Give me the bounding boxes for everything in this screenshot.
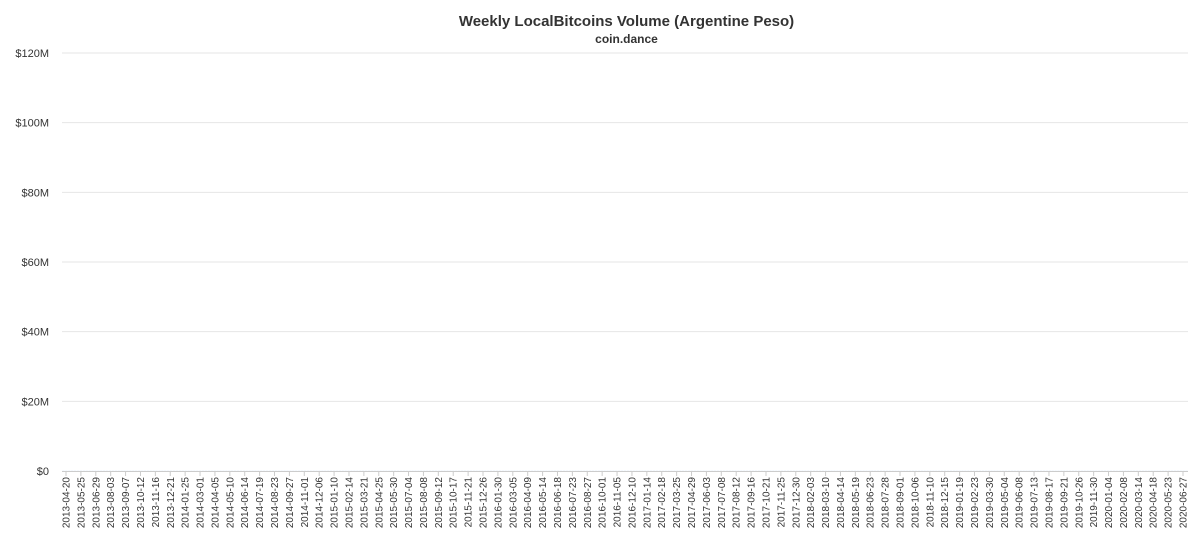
x-tick-label: 2018-02-03 — [806, 477, 817, 529]
y-tick-label: $0 — [37, 466, 49, 478]
x-tick-label: 2019-06-08 — [1015, 477, 1026, 529]
x-tick-label: 2015-03-21 — [359, 477, 370, 529]
x-tick-label: 2016-08-27 — [583, 477, 594, 529]
x-tick-label: 2015-09-12 — [434, 477, 445, 529]
x-tick-label: 2019-05-04 — [1000, 477, 1011, 529]
x-tick-label: 2018-12-15 — [940, 477, 951, 529]
x-tick-label: 2015-02-14 — [344, 477, 355, 529]
x-tick-label: 2014-05-10 — [225, 477, 236, 529]
x-tick-label: 2019-09-21 — [1059, 477, 1070, 529]
x-tick-label: 2013-11-16 — [151, 477, 162, 528]
x-tick-label: 2015-04-25 — [374, 477, 385, 529]
x-tick-label: 2014-08-23 — [270, 477, 281, 529]
y-tick-label: $100M — [15, 118, 49, 130]
x-tick-label: 2019-07-13 — [1030, 477, 1041, 529]
x-tick-label: 2017-07-08 — [717, 477, 728, 529]
x-tick-label: 2013-10-12 — [136, 477, 147, 529]
x-tick-label: 2014-07-19 — [255, 477, 266, 529]
x-tick-label: 2017-03-25 — [672, 477, 683, 529]
x-tick-label: 2017-10-21 — [761, 477, 772, 529]
x-tick-label: 2015-07-04 — [404, 477, 415, 529]
x-tick-label: 2018-09-01 — [896, 477, 907, 529]
x-tick-label: 2019-11-30 — [1089, 477, 1100, 528]
y-axis: $0 $20M $40M $60M $80M $100M $120M — [15, 48, 49, 478]
x-tick-label: 2016-07-23 — [568, 477, 579, 529]
x-tick-label: 2015-08-08 — [419, 477, 430, 529]
x-tick-label: 2016-03-05 — [508, 477, 519, 529]
x-tick-label: 2019-03-30 — [985, 477, 996, 529]
x-tick-label: 2018-07-28 — [881, 477, 892, 529]
x-tick-label: 2018-11-10 — [925, 477, 936, 528]
x-tick-label: 2020-04-18 — [1149, 477, 1160, 529]
x-tick-label: 2016-06-18 — [553, 477, 564, 529]
x-tick-label: 2013-09-07 — [121, 477, 132, 529]
x-tick-label: 2017-12-30 — [791, 477, 802, 529]
x-tick-label: 2016-05-14 — [538, 477, 549, 529]
chart-title: Weekly LocalBitcoins Volume (Argentine P… — [458, 13, 795, 30]
x-tick-label: 2014-04-05 — [210, 477, 221, 529]
y-tick-label: $80M — [21, 187, 49, 199]
x-axis — [62, 471, 1188, 476]
x-tick-labels: 2013-04-20 2013-05-25 2013-06-29 2013-08-03… — [62, 477, 1190, 529]
x-tick-label: 2014-03-01 — [196, 477, 207, 529]
y-tick-label: $40M — [21, 327, 49, 339]
x-tick-label: 2017-06-03 — [702, 477, 713, 529]
x-tick-label: 2013-06-29 — [91, 477, 102, 529]
x-tick-label: 2014-11-01 — [300, 477, 311, 528]
x-tick-label: 2017-09-16 — [747, 477, 758, 529]
x-tick-label: 2014-12-06 — [315, 477, 326, 529]
x-tick-label: 2018-03-10 — [821, 477, 832, 529]
x-tick-label: 2018-06-23 — [866, 477, 877, 529]
x-tick-label: 2013-05-25 — [76, 477, 87, 529]
x-tick-label: 2017-11-25 — [776, 477, 787, 528]
x-tick-label: 2020-05-23 — [1164, 477, 1175, 529]
x-tick-label: 2019-08-17 — [1044, 477, 1055, 529]
x-tick-label: 2020-01-04 — [1104, 477, 1115, 529]
chart-subtitle: coin.dance — [595, 32, 658, 46]
x-tick-label: 2019-10-26 — [1074, 477, 1085, 529]
x-tick-label: 2015-12-26 — [479, 477, 490, 529]
x-tick-label: 2018-04-14 — [836, 477, 847, 529]
y-tick-label: $120M — [15, 48, 49, 60]
x-tick-label: 2015-10-17 — [449, 477, 460, 529]
x-tick-label: 2013-08-03 — [106, 477, 117, 529]
x-tick-label: 2018-10-06 — [910, 477, 921, 529]
x-tick-label: 2013-04-20 — [62, 477, 73, 529]
x-tick-label: 2020-02-08 — [1119, 477, 1130, 529]
x-tick-label: 2015-05-30 — [389, 477, 400, 529]
x-tick-label: 2017-02-18 — [657, 477, 668, 529]
x-tick-label: 2016-01-30 — [493, 477, 504, 529]
x-tick-label: 2014-09-27 — [285, 477, 296, 529]
x-tick-label: 2013-12-21 — [166, 477, 177, 529]
x-tick-label: 2017-04-29 — [687, 477, 698, 529]
y-tick-label: $20M — [21, 396, 49, 408]
x-tick-label: 2019-02-23 — [970, 477, 981, 529]
grid-lines — [62, 52, 1188, 402]
x-tick-label: 2016-04-09 — [523, 477, 534, 529]
x-tick-label: 2019-01-19 — [955, 477, 966, 529]
x-tick-label: 2017-01-14 — [642, 477, 653, 529]
x-tick-label: 2016-12-10 — [627, 477, 638, 529]
y-tick-label: $60M — [21, 257, 49, 269]
x-tick-label: 2020-06-27 — [1179, 477, 1190, 529]
x-tick-label: 2017-08-12 — [732, 477, 743, 529]
x-tick-label: 2020-03-14 — [1134, 477, 1145, 529]
x-tick-label: 2016-10-01 — [598, 477, 609, 529]
x-tick-label: 2014-06-14 — [240, 477, 251, 529]
x-tick-label: 2016-11-05 — [613, 477, 624, 528]
x-tick-label: 2014-01-25 — [181, 477, 192, 529]
x-tick-label: 2015-11-21 — [464, 477, 475, 528]
x-tick-label: 2015-01-10 — [330, 477, 341, 529]
x-tick-label: 2018-05-19 — [851, 477, 862, 529]
